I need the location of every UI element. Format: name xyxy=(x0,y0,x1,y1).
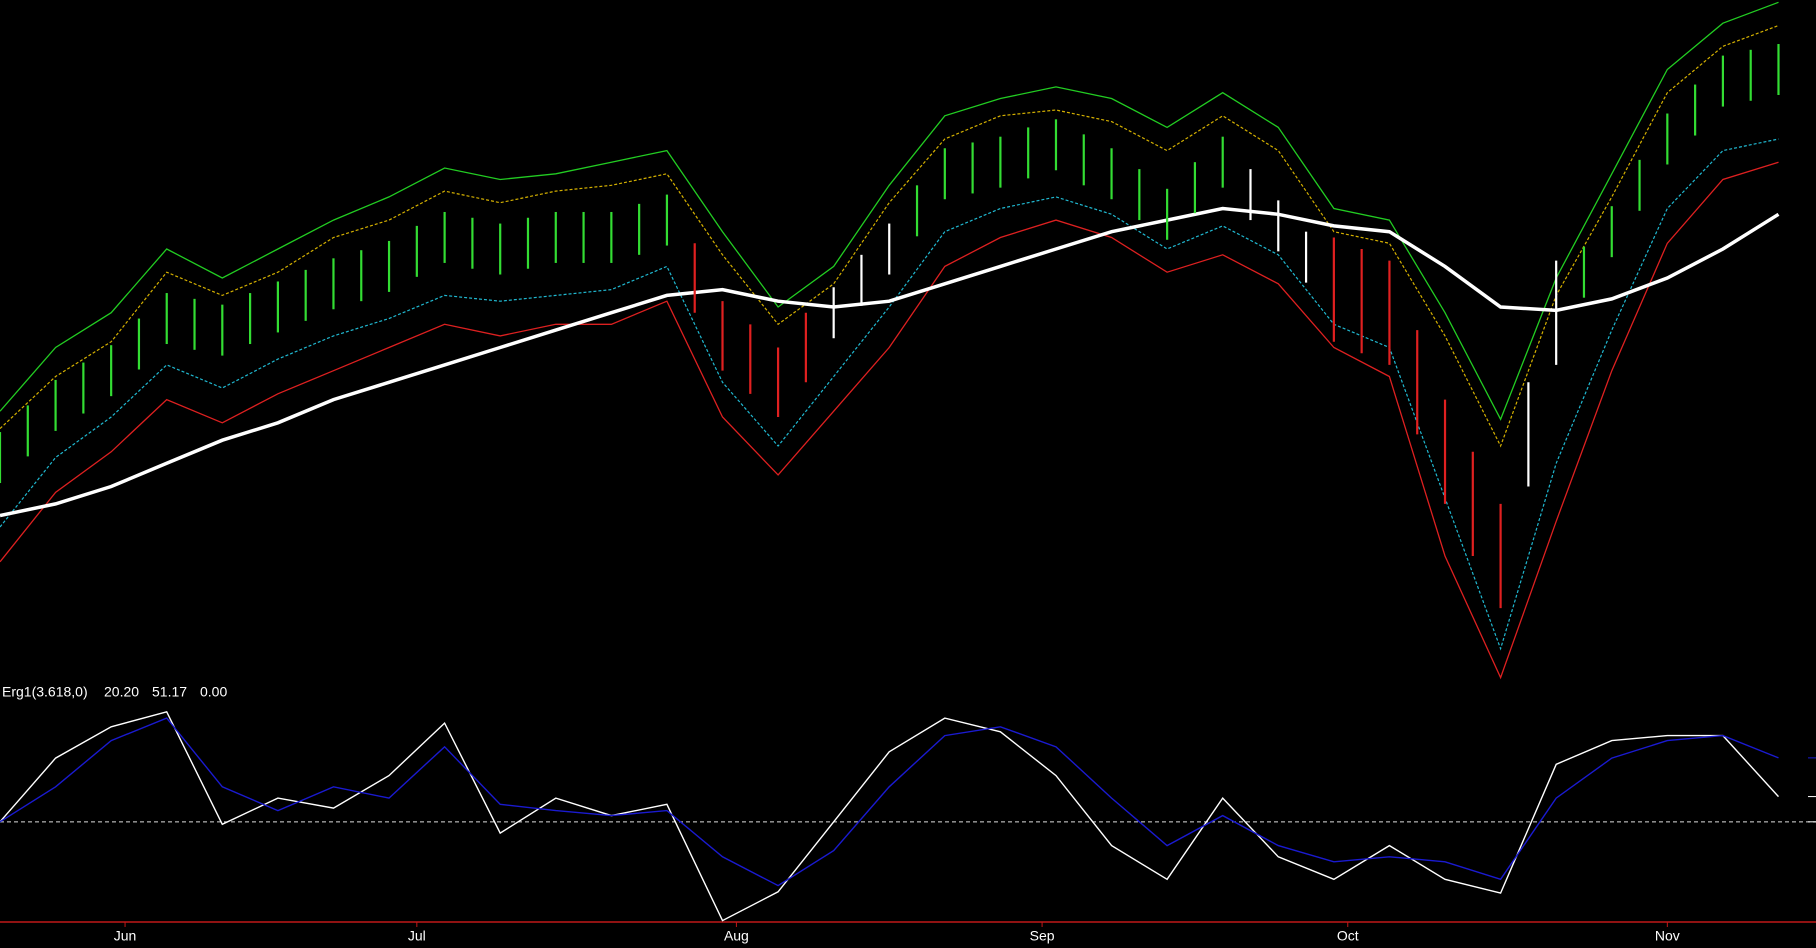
indicator-title: Erg1(3.618,0) xyxy=(2,684,88,700)
readout: 0.00 xyxy=(200,684,227,700)
band-line xyxy=(0,206,1780,518)
band-line xyxy=(0,138,1779,651)
x-tick-label: Sep xyxy=(1030,928,1055,944)
band-line xyxy=(0,1,1779,421)
readout: 51.17 xyxy=(152,684,187,700)
readout: 20.20 xyxy=(104,684,139,700)
indicator-line xyxy=(0,710,1780,922)
x-tick-label: Jun xyxy=(114,928,137,944)
indicator-line xyxy=(0,717,1779,887)
x-tick-label: Nov xyxy=(1655,928,1680,944)
x-tick-label: Oct xyxy=(1337,928,1359,944)
x-tick-label: Aug xyxy=(724,928,749,944)
x-tick-label: Jul xyxy=(408,928,426,944)
band-line xyxy=(0,161,1779,680)
